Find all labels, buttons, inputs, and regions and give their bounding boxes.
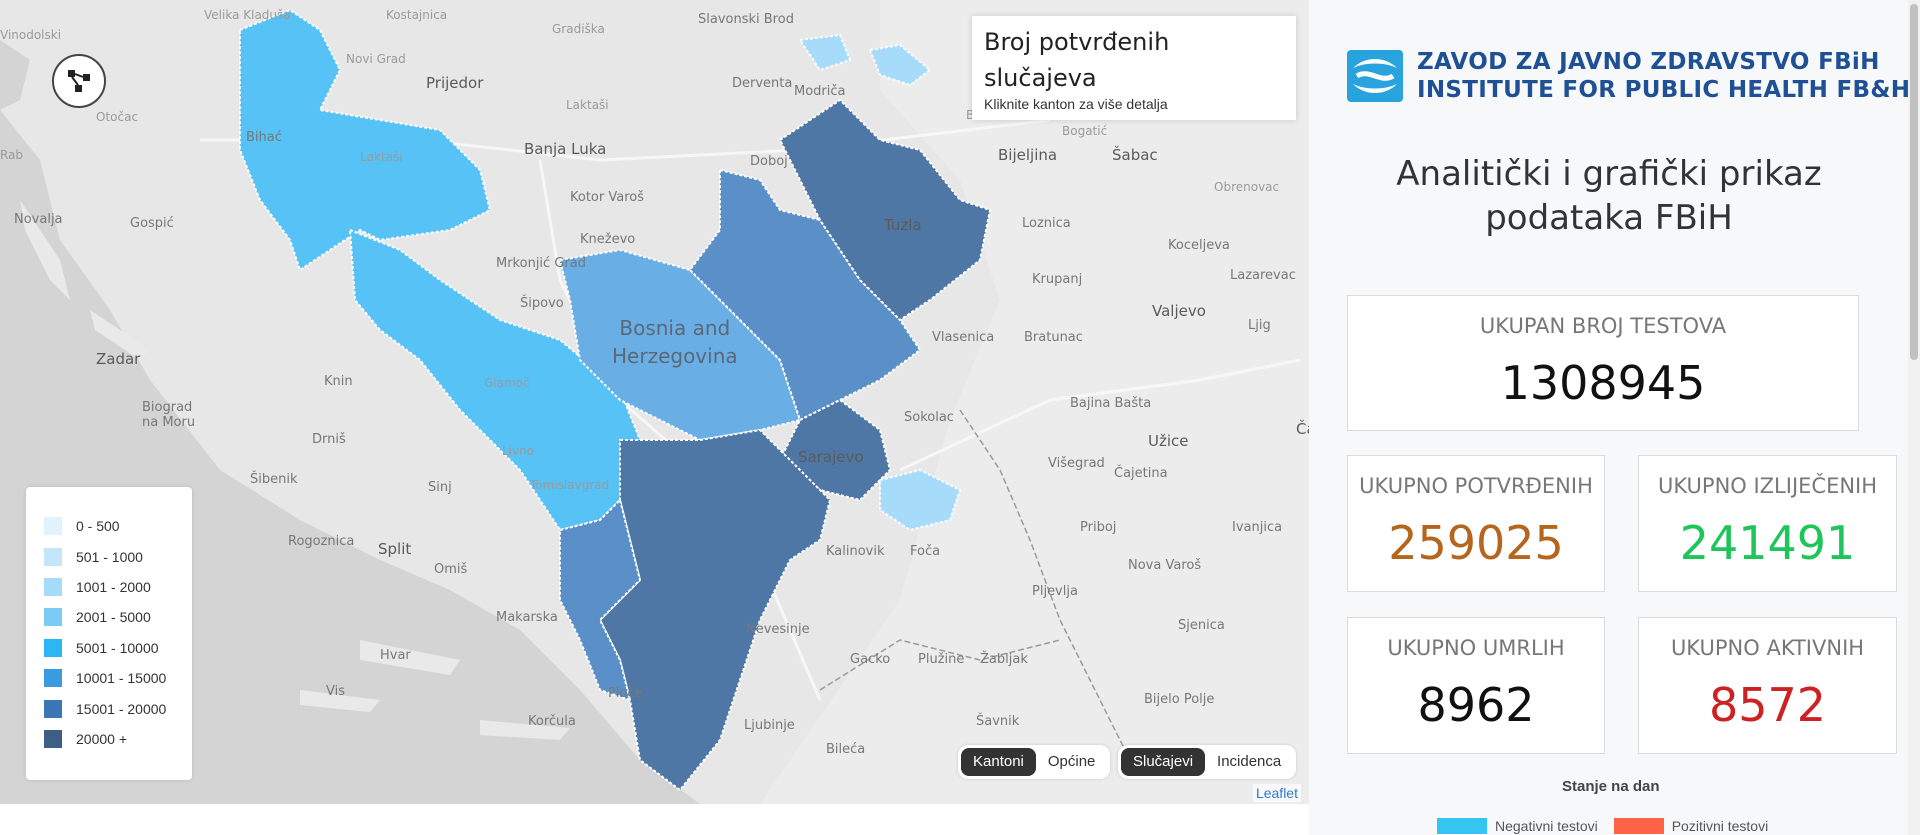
card-confirmed-value: 259025 [1388, 516, 1564, 570]
layers-button[interactable] [52, 54, 106, 108]
toggle-slucajevi[interactable]: Slučajevi [1121, 748, 1206, 776]
legend-label: 15001 - 20000 [76, 700, 167, 717]
card-recovered: UKUPNO IZLIJEČENIH 241491 [1638, 455, 1897, 592]
legend-swatch [44, 699, 62, 718]
card-confirmed-label: UKUPNO POTVRĐENIH [1359, 474, 1593, 498]
legend-row: 15001 - 20000 [44, 693, 192, 723]
toggle-kantoni[interactable]: Kantoni [961, 748, 1036, 776]
legend-label: 0 - 500 [76, 518, 120, 535]
card-confirmed: UKUPNO POTVRĐENIH 259025 [1347, 455, 1605, 592]
card-deaths: UKUPNO UMRLIH 8962 [1347, 617, 1605, 754]
legend-swatch [44, 577, 62, 596]
legend-swatch [44, 638, 62, 657]
legend-row: 0 - 500 [44, 511, 192, 541]
scrollbar[interactable] [1908, 0, 1920, 835]
positive-tests-label: Pozitivni testovi [1671, 818, 1769, 834]
legend-row: 501 - 1000 [44, 541, 192, 571]
legend-row: 1001 - 2000 [44, 572, 192, 602]
leaflet-attribution-link[interactable]: Leaflet [1252, 784, 1301, 802]
layers-icon [68, 70, 90, 92]
legend-row: 20000 + [44, 724, 192, 754]
bottom-strip [0, 804, 1309, 835]
basemap [0, 8, 1301, 804]
card-active-value: 8572 [1708, 678, 1827, 732]
card-recovered-value: 241491 [1679, 516, 1856, 570]
info-title: Broj potvrđenih slučajeva [984, 28, 1170, 92]
legend-row: 10001 - 15000 [44, 663, 192, 693]
canton-herzegovina-neretva [598, 428, 832, 792]
metric-toggle[interactable]: Slučajevi Incidenca [1118, 745, 1297, 779]
negative-tests-swatch [1437, 818, 1487, 834]
legend-swatch [44, 729, 62, 748]
card-active-label: UKUPNO AKTIVNIH [1670, 636, 1865, 660]
card-tests-label: UKUPAN BROJ TESTOVA [1479, 314, 1727, 338]
info-subtitle: Kliknite kanton za više detalja [984, 96, 1168, 112]
logo-line-1: ZAVOD ZA JAVNO ZDRAVSTVO FBiH [1417, 49, 1880, 75]
toggle-incidenca[interactable]: Incidenca [1217, 753, 1282, 770]
chart-legend: Negativni testovi Pozitivni testovi [1437, 818, 1768, 834]
legend-label: 10001 - 15000 [76, 670, 167, 687]
institute-logo-icon [1347, 50, 1403, 102]
legend-label: 2001 - 5000 [76, 609, 151, 626]
legend-label: 1001 - 2000 [76, 578, 151, 595]
legend-label: 5001 - 10000 [76, 639, 159, 656]
legend-swatch [44, 547, 62, 566]
stats-panel: ZAVOD ZA JAVNO ZDRAVSTVO FBiH INSTITUTE … [1309, 0, 1920, 835]
card-active: UKUPNO AKTIVNIH 8572 [1638, 617, 1897, 754]
level-toggle[interactable]: Kantoni Općine [958, 745, 1111, 779]
card-deaths-label: UKUPNO UMRLIH [1387, 636, 1565, 660]
info-box: Broj potvrđenih slučajeva Kliknite kanto… [972, 16, 1296, 120]
card-recovered-label: UKUPNO IZLIJEČENIH [1657, 474, 1878, 498]
canton-tuzla [778, 98, 992, 322]
legend-swatch [44, 608, 62, 627]
canton-posavina-2 [868, 43, 932, 87]
legend-row: 2001 - 5000 [44, 602, 192, 632]
legend-label: 20000 + [76, 730, 127, 747]
legend-swatch [44, 517, 62, 536]
canton-zenica-doboj [688, 168, 922, 422]
canton-posavina-1 [798, 33, 852, 72]
negative-tests-label: Negativni testovi [1495, 818, 1598, 834]
card-tests: UKUPAN BROJ TESTOVA 1308945 [1347, 295, 1859, 431]
toggle-opcine[interactable]: Općine [1047, 753, 1096, 770]
card-deaths-value: 8962 [1417, 678, 1535, 732]
canton-bosnian-podrinje [879, 468, 962, 532]
card-tests-value: 1308945 [1500, 356, 1706, 410]
legend-swatch [44, 669, 62, 688]
panel-title: Analitički i grafički prikaz podataka FB… [1396, 154, 1822, 238]
logo-line-2: INSTITUTE FOR PUBLIC HEALTH FB&H [1417, 77, 1911, 103]
canton-una-sana [239, 8, 492, 272]
legend-label: 501 - 1000 [76, 548, 143, 565]
canton-west-herzegovina [559, 498, 642, 702]
date-status-label: Stanje na dan [1562, 778, 1660, 795]
legend-row: 5001 - 10000 [44, 633, 192, 663]
map[interactable]: Vinodolski Velika Kladuša Kostajnica Gra… [0, 0, 1309, 804]
map-legend: 0 - 500 501 - 1000 1001 - 2000 2001 - 5000 5… [26, 487, 192, 780]
scrollbar-thumb[interactable] [1910, 4, 1918, 360]
positive-tests-swatch [1613, 818, 1664, 834]
institute-logo: ZAVOD ZA JAVNO ZDRAVSTVO FBiH INSTITUTE … [1347, 48, 1910, 104]
